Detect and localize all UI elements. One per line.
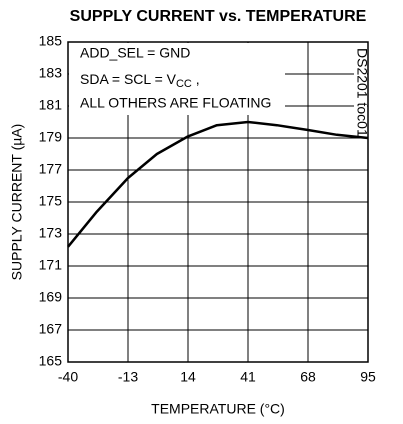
plot-frame	[67, 41, 369, 363]
y-tick-label: 167	[39, 321, 63, 337]
annotation-box	[69, 43, 285, 115]
y-axis-label: SUPPLY CURRENT (µA)	[9, 124, 25, 281]
annotation: ADD_SEL = GND	[80, 45, 190, 61]
y-tick-label: 177	[39, 161, 63, 177]
y-tick-label: 183	[39, 65, 63, 81]
annotation-part: SDA = SCL = V	[80, 71, 177, 87]
y-tick-label: 175	[39, 193, 63, 209]
watermark: DS2201 toc01	[354, 48, 370, 137]
annotation-sub: CC	[176, 78, 192, 90]
annotation-part: ,	[192, 71, 200, 87]
y-tick-label: 169	[39, 289, 63, 305]
x-tick-label: -40	[58, 369, 78, 385]
y-tick-label: 179	[39, 129, 63, 145]
y-tick-label: 165	[39, 353, 63, 369]
x-tick-label: 14	[180, 369, 196, 385]
x-tick-label: -13	[118, 369, 138, 385]
x-tick-label: 68	[300, 369, 316, 385]
y-tick-label: 181	[39, 97, 63, 113]
x-tick-label: 95	[360, 369, 376, 385]
line	[67, 120, 369, 248]
y-tick-label: 185	[39, 33, 63, 49]
y-tick-label: 173	[39, 225, 63, 241]
annotation: ALL OTHERS ARE FLOATING	[80, 95, 271, 111]
x-tick-label: 41	[240, 369, 256, 385]
chart-title: SUPPLY CURRENT vs. TEMPERATURE	[70, 8, 367, 25]
annotation: SDA = SCL = VCC ,	[80, 71, 200, 90]
x-axis-label: TEMPERATURE (°C)	[151, 401, 285, 417]
y-tick-label: 171	[39, 257, 63, 273]
watermark-box	[354, 43, 367, 117]
